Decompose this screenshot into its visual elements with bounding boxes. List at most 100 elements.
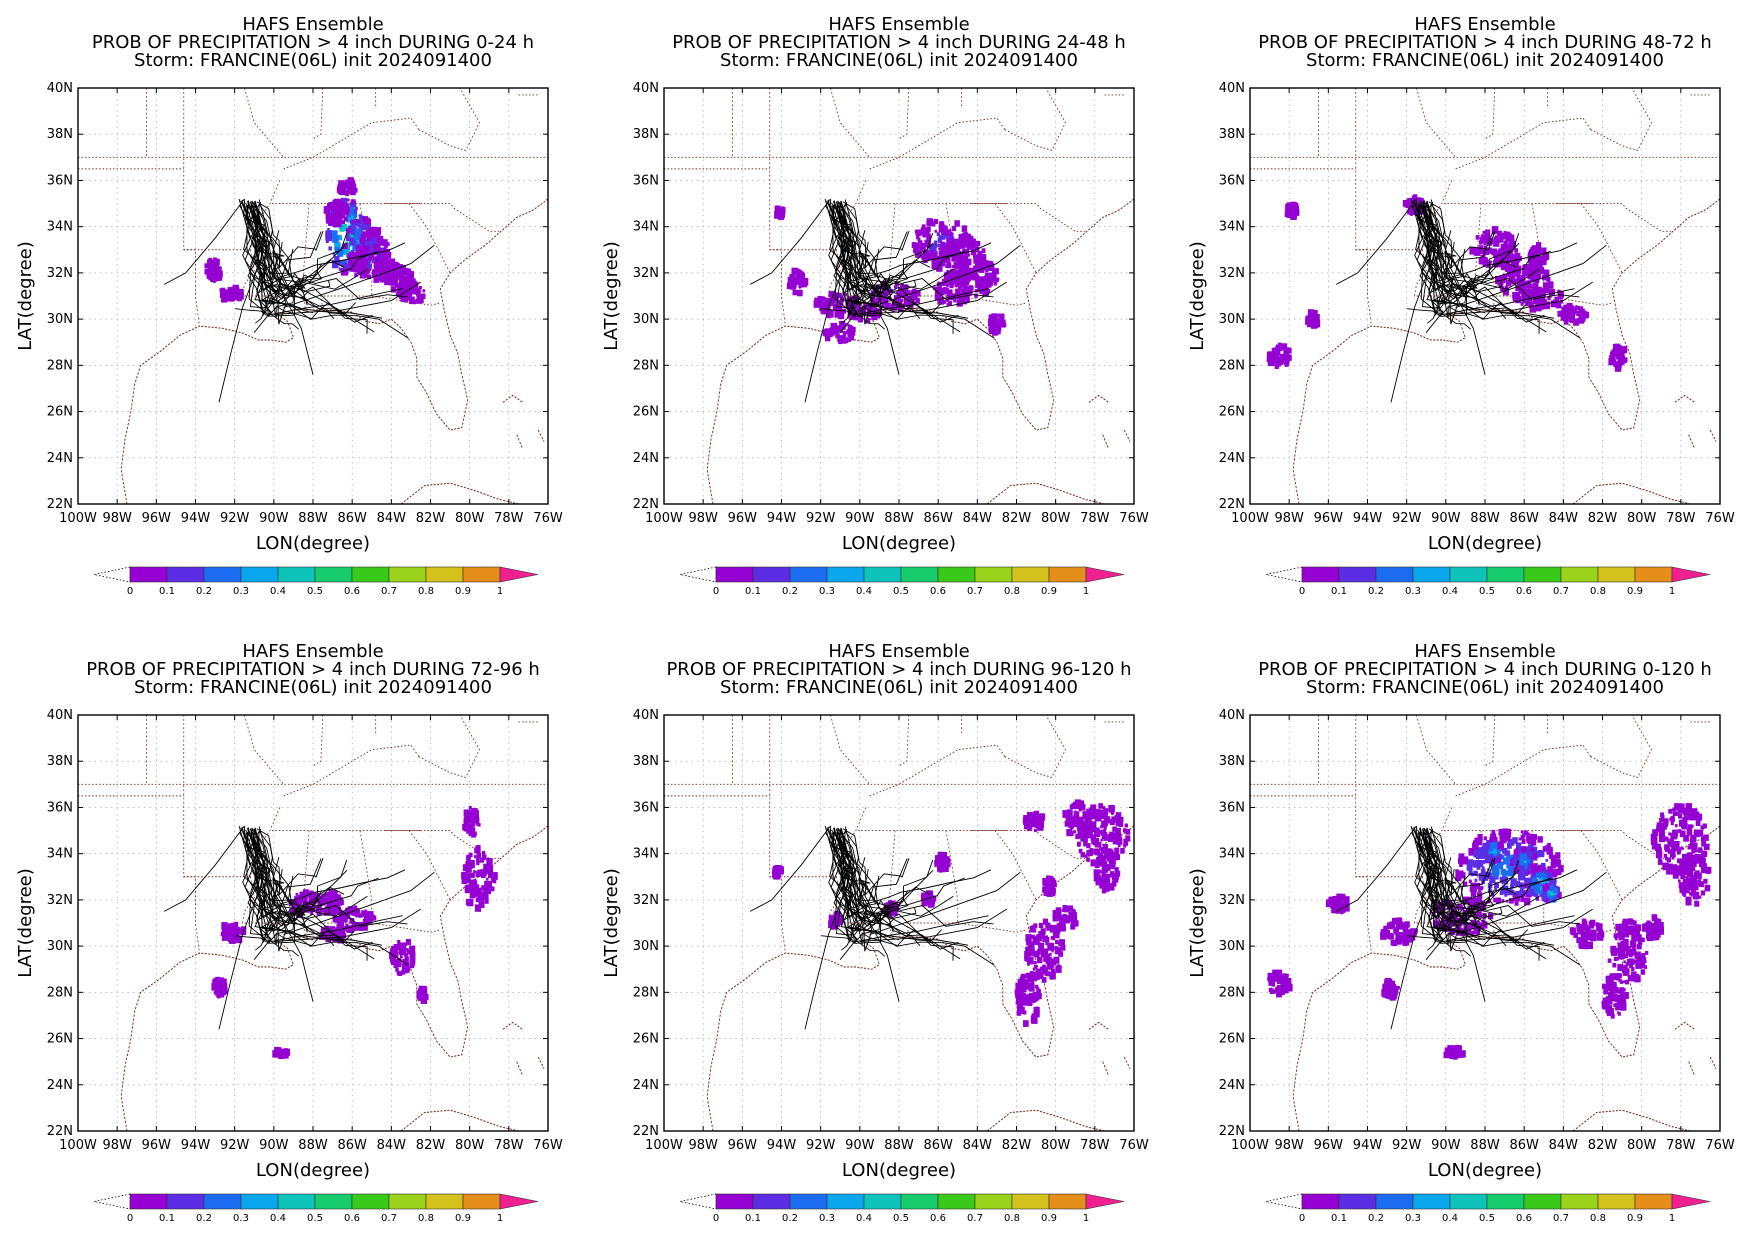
lat-tick-label: 28N [633,358,659,373]
colorbar-label: 0.7 [967,586,983,597]
colorbar-segment [863,566,902,583]
lat-tick-label: 38N [1219,127,1245,142]
colorbar-label: 0.3 [233,1213,249,1224]
map-area [663,714,1135,1154]
lat-tick-label: 26N [633,405,659,420]
x-axis-label: LON(degree) [256,1160,370,1181]
colorbar-label: 0.9 [1041,1213,1057,1224]
colorbar-segment [166,1193,205,1210]
lon-tick-label: 76W [533,1138,563,1153]
lat-tick-label: 34N [1219,220,1245,235]
lat-tick-label: 28N [1219,985,1245,1000]
map-area [77,714,549,1132]
lat-tick-label: 40N [1219,708,1245,723]
colorbar-label: 1 [1669,1213,1675,1224]
panel-title-line1: HAFS Ensemble [1414,641,1555,662]
colorbar-segment [388,566,427,583]
lon-tick-label: 78W [494,1138,524,1153]
colorbar-segment [240,1193,279,1210]
lon-tick-label: 100W [645,1138,683,1153]
colorbar-segment [1048,1193,1087,1210]
colorbar-segment [203,566,242,583]
lon-tick-label: 96W [1314,511,1344,526]
map-frame [77,714,549,1132]
lon-tick-label: 82W [1002,511,1032,526]
colorbar-label: 0.4 [1442,586,1458,597]
colorbar: 0 0.1 0.2 0.3 0.4 0.5 0.6 0.7 0.8 0.9 1 [679,1193,1125,1224]
colorbar-label: 0.2 [196,1213,212,1224]
map-area [1249,714,1721,1132]
x-axis-label: LON(degree) [842,533,956,554]
coastline [707,826,1134,1154]
colorbar-label: 0.1 [159,586,175,597]
colorbar-label: 0.5 [1479,1213,1495,1224]
lat-tick-label: 32N [47,893,73,908]
colorbar-label: 0.4 [270,1213,286,1224]
lon-tick-label: 86W [923,511,953,526]
colorbar-over-arrow [1085,1193,1125,1210]
lon-tick-label: 90W [845,511,875,526]
panel-title-line2: PROB OF PRECIPITATION > 4 inch DURING 72… [86,659,540,680]
colorbar-segment [1449,1193,1488,1210]
colorbar-label: 0.5 [307,586,323,597]
panel-title-line2: PROB OF PRECIPITATION > 4 inch DURING 0-… [92,32,534,53]
map-frame [1249,87,1721,505]
lon-tick-label: 94W [181,1138,211,1153]
colorbar-label: 0.4 [270,586,286,597]
colorbar-segment [1301,1193,1340,1210]
colorbar-label: 0.1 [745,1213,761,1224]
colorbar-label: 0.7 [381,1213,397,1224]
panel-title-line2: PROB OF PRECIPITATION > 4 inch DURING 48… [1258,32,1712,53]
colorbar-segment [351,1193,390,1210]
colorbar-label: 0.3 [819,1213,835,1224]
lon-tick-label: 78W [1666,511,1696,526]
colorbar-segment [752,1193,791,1210]
lon-tick-label: 86W [923,1138,953,1153]
y-axis-label: LAT(degree) [15,241,36,350]
lat-tick-label: 30N [633,939,659,954]
colorbar-segment [826,1193,865,1210]
colorbar-label: 1 [1083,1213,1089,1224]
colorbar-segment [129,566,168,583]
colorbar-label: 0.8 [1590,586,1606,597]
panel-title-line2: PROB OF PRECIPITATION > 4 inch DURING 24… [672,32,1126,53]
lon-tick-label: 80W [1627,1138,1657,1153]
lat-tick-label: 36N [633,800,659,815]
colorbar-label: 0.4 [856,586,872,597]
lon-tick-label: 86W [1509,1138,1539,1153]
lat-tick-label: 40N [47,81,73,96]
lat-tick-label: 24N [633,451,659,466]
lon-tick-label: 100W [59,1138,97,1153]
lon-tick-label: 98W [102,1138,132,1153]
colorbar-segment [1412,566,1451,583]
colorbar-segment [974,566,1013,583]
colorbar-label: 0.5 [1479,586,1495,597]
lon-tick-label: 76W [1705,1138,1735,1153]
colorbar-label: 0.6 [1516,1213,1532,1224]
panel-title-line1: HAFS Ensemble [242,641,383,662]
colorbar-label: 0.3 [819,586,835,597]
colorbar-under-arrow [679,566,717,583]
ensemble-tracks [1335,825,1607,1030]
colorbar-segment [900,1193,939,1210]
lat-tick-label: 40N [47,708,73,723]
colorbar-label: 0.8 [1590,1213,1606,1224]
colorbar-segment [462,1193,501,1210]
lat-tick-label: 28N [47,985,73,1000]
colorbar-segment [240,566,279,583]
lon-tick-label: 94W [1353,511,1383,526]
colorbar-label: 0.2 [1368,1213,1384,1224]
colorbar-label: 0.2 [196,586,212,597]
colorbar-segment [1597,1193,1636,1210]
lat-tick-label: 32N [633,893,659,908]
panel-title-line1: HAFS Ensemble [828,641,969,662]
lat-tick-label: 24N [633,1078,659,1093]
lat-tick-label: 30N [1219,939,1245,954]
colorbar-segment [425,566,464,583]
colorbar-label: 0.7 [967,1213,983,1224]
lat-tick-label: 30N [47,312,73,327]
lon-tick-label: 90W [259,511,289,526]
lon-tick-label: 98W [688,511,718,526]
